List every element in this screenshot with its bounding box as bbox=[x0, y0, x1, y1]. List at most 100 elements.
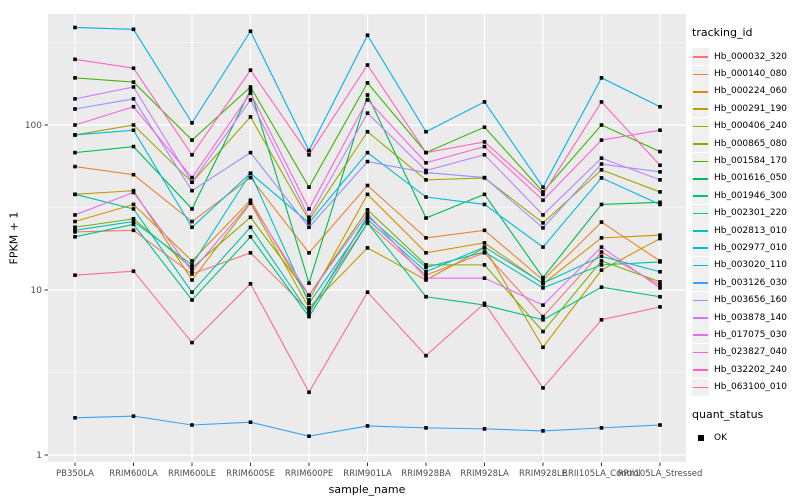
legend-line-icon bbox=[693, 386, 708, 389]
data-point bbox=[599, 259, 604, 263]
data-point bbox=[307, 251, 311, 255]
data-point bbox=[307, 207, 311, 211]
legend-line-icon bbox=[693, 212, 708, 215]
data-point bbox=[131, 228, 136, 233]
legend-item: Hb_002301_220 bbox=[692, 204, 798, 222]
data-point bbox=[131, 222, 136, 227]
data-point bbox=[131, 80, 136, 84]
data-point bbox=[131, 269, 136, 273]
legend-item-label: Hb_002301_220 bbox=[714, 208, 788, 219]
legend-line-icon bbox=[693, 90, 708, 93]
data-point bbox=[248, 91, 253, 95]
data-point bbox=[307, 221, 311, 225]
data-point bbox=[365, 129, 370, 134]
data-point bbox=[73, 225, 77, 230]
data-point bbox=[424, 276, 428, 280]
x-tick-label: RRIM928LE bbox=[519, 469, 567, 479]
y-tick-label: 100 bbox=[25, 121, 42, 131]
data-point bbox=[307, 218, 311, 222]
data-point bbox=[658, 149, 662, 154]
data-point bbox=[190, 259, 194, 263]
data-point bbox=[599, 168, 604, 172]
legend-item-label: Hb_002977_010 bbox=[714, 242, 788, 253]
data-point bbox=[307, 281, 311, 285]
x-tick-label: RRIM928LA bbox=[460, 469, 509, 479]
data-point bbox=[190, 263, 194, 267]
quant-status-title: quant_status bbox=[692, 407, 764, 421]
data-point bbox=[73, 416, 77, 420]
data-point bbox=[541, 329, 545, 334]
data-point bbox=[248, 29, 253, 34]
data-point bbox=[541, 314, 545, 319]
legend-line-icon bbox=[693, 369, 708, 371]
data-point bbox=[541, 429, 545, 433]
data-point bbox=[599, 220, 604, 224]
data-point bbox=[307, 148, 311, 153]
data-point bbox=[190, 278, 194, 282]
x-tick-label: RRIM901LA bbox=[343, 469, 392, 479]
legend-item: Hb_063100_010 bbox=[692, 378, 798, 396]
data-point bbox=[307, 434, 311, 438]
legend-line-icon bbox=[693, 108, 708, 110]
data-point bbox=[248, 215, 253, 220]
data-point bbox=[658, 236, 662, 241]
data-point bbox=[658, 260, 662, 264]
legend-line-icon bbox=[693, 334, 708, 337]
data-point bbox=[131, 219, 136, 224]
data-point bbox=[658, 190, 662, 194]
legend-key-swatch bbox=[692, 100, 709, 118]
data-point bbox=[307, 314, 311, 319]
data-point bbox=[73, 57, 77, 62]
data-point bbox=[424, 168, 428, 173]
data-point bbox=[424, 426, 428, 430]
legend-item: Hb_000224_060 bbox=[692, 82, 798, 100]
legend-line-icon bbox=[693, 282, 708, 284]
data-point bbox=[73, 76, 77, 80]
legend-item: Hb_003020_110 bbox=[692, 256, 798, 274]
legend-item: Hb_002813_010 bbox=[692, 222, 798, 240]
data-point bbox=[73, 164, 77, 169]
data-point bbox=[658, 233, 662, 237]
data-point bbox=[482, 250, 487, 254]
data-point bbox=[599, 426, 604, 430]
data-point bbox=[131, 97, 136, 101]
legend-item-label: Hb_000291_190 bbox=[714, 103, 788, 114]
legend-key-swatch bbox=[692, 291, 709, 309]
data-point bbox=[365, 93, 370, 97]
y-tick-label: 1 bbox=[36, 451, 42, 461]
x-tick-label: RRIM928BA bbox=[401, 469, 451, 479]
legend-line-icon bbox=[693, 143, 708, 145]
legend-item-label: Hb_002813_010 bbox=[714, 225, 788, 236]
data-point bbox=[365, 192, 370, 197]
legend-key-swatch bbox=[692, 65, 709, 83]
data-point bbox=[599, 202, 604, 207]
data-point bbox=[190, 225, 194, 230]
legend-item: Hb_000406_240 bbox=[692, 117, 798, 135]
legend-item: Hb_003126_030 bbox=[692, 274, 798, 292]
data-point bbox=[541, 275, 545, 280]
data-point bbox=[73, 123, 77, 127]
legend-item: Hb_001616_050 bbox=[692, 169, 798, 187]
data-point bbox=[658, 202, 662, 207]
data-point bbox=[190, 269, 194, 273]
data-point bbox=[365, 111, 370, 115]
legend-key-swatch bbox=[692, 48, 709, 66]
data-point bbox=[424, 278, 428, 282]
data-point bbox=[424, 294, 428, 299]
data-point bbox=[131, 188, 136, 193]
legend-item-label: Hb_032202_240 bbox=[714, 364, 788, 375]
data-point bbox=[365, 208, 370, 212]
legend-item: Hb_001946_300 bbox=[692, 187, 798, 205]
legend-item: Hb_000140_080 bbox=[692, 65, 798, 83]
legend-key-swatch bbox=[692, 378, 709, 396]
legend-item: Hb_032202_240 bbox=[692, 361, 798, 379]
legend-item: Hb_000291_190 bbox=[692, 100, 798, 118]
data-point bbox=[599, 162, 604, 166]
data-point bbox=[424, 251, 428, 255]
legend-item-label: Hb_003656_160 bbox=[714, 295, 788, 306]
data-point bbox=[307, 301, 311, 306]
data-point bbox=[365, 98, 370, 102]
data-point bbox=[190, 121, 194, 125]
data-point bbox=[190, 298, 194, 302]
legend-key-swatch bbox=[692, 135, 709, 153]
